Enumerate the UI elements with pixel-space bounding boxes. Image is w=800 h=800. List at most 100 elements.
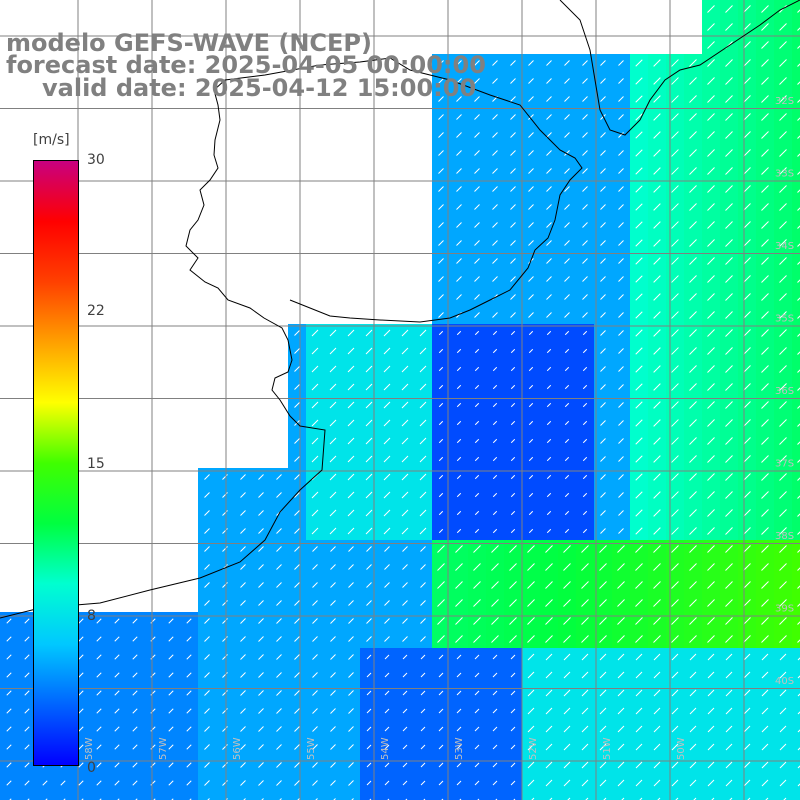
wind-arrow: [222, 600, 228, 606]
wind-arrow: [671, 185, 679, 193]
wind-arrow: [474, 312, 480, 318]
wind-arrow: [311, 383, 319, 391]
wind-arrow: [743, 293, 751, 301]
wind-arrow: [707, 635, 715, 643]
wind-arrow: [420, 546, 426, 552]
wind-arrow: [618, 528, 624, 534]
wind-arrow: [618, 114, 624, 120]
wind-arrow: [438, 780, 444, 786]
wind-arrow: [365, 527, 373, 535]
wind-arrow: [474, 708, 480, 714]
wind-cell: [666, 792, 684, 800]
wind-arrow: [743, 725, 751, 733]
wind-arrow: [761, 563, 769, 571]
wind-arrow: [725, 185, 733, 193]
lon-label: 50W: [676, 737, 687, 760]
wind-cell: [468, 792, 486, 800]
wind-arrow: [779, 185, 787, 193]
wind-arrow: [618, 96, 624, 102]
wind-arrow: [474, 132, 480, 138]
wind-arrow: [365, 473, 373, 481]
wind-cell: [792, 504, 800, 522]
wind-arrow: [294, 474, 300, 480]
wind-arrow: [312, 780, 318, 786]
wind-arrow: [581, 689, 589, 697]
wind-arrow: [492, 204, 498, 210]
wind-arrow: [222, 492, 228, 498]
wind-arrow: [510, 744, 516, 750]
wind-arrow: [707, 743, 715, 751]
wind-arrow: [582, 150, 588, 156]
wind-arrow: [707, 473, 715, 481]
wind-arrow: [582, 258, 588, 264]
wind-arrow: [600, 348, 606, 354]
lat-label: 34S: [775, 241, 794, 252]
wind-arrow: [564, 510, 570, 516]
wind-arrow: [258, 780, 264, 786]
wind-arrow: [779, 743, 787, 751]
wind-arrow: [653, 113, 661, 121]
wind-cell: [738, 792, 756, 800]
wind-arrow: [222, 582, 228, 588]
wind-arrow: [438, 204, 444, 210]
wind-arrow: [258, 618, 264, 624]
wind-arrow: [779, 401, 787, 409]
wind-arrow: [639, 797, 643, 800]
wind-arrow: [618, 150, 624, 156]
wind-arrow: [546, 312, 552, 318]
wind-arrow: [186, 726, 192, 732]
wind-arrow: [689, 473, 697, 481]
wind-arrow: [779, 563, 787, 571]
wind-cell: [576, 792, 594, 800]
wind-arrow: [491, 635, 499, 643]
wind-arrow: [635, 293, 643, 301]
wind-arrow: [797, 513, 800, 517]
wind-arrow: [600, 438, 606, 444]
wind-arrow: [438, 240, 444, 246]
wind-arrow: [725, 401, 733, 409]
wind-arrow: [653, 635, 661, 643]
wind-arrow: [474, 492, 480, 498]
wind-arrow: [725, 761, 733, 769]
wind-arrow: [797, 63, 800, 67]
wind-arrow: [455, 635, 463, 643]
wind-arrow: [492, 240, 498, 246]
wind-arrow: [747, 797, 751, 800]
wind-arrow: [797, 369, 800, 373]
wind-cell: [792, 144, 800, 162]
wind-arrow: [510, 708, 516, 714]
wind-arrow: [294, 438, 300, 444]
wind-arrow: [366, 744, 372, 750]
colorbar-tick-0: 0: [87, 760, 96, 776]
wind-arrow: [671, 167, 679, 175]
wind-arrow: [330, 582, 336, 588]
wind-arrow: [222, 744, 228, 750]
wind-arrow: [743, 635, 751, 643]
wind-arrow: [492, 366, 498, 372]
wind-arrow: [510, 258, 516, 264]
wind-arrow: [491, 545, 499, 553]
wind-arrow: [419, 437, 427, 445]
wind-arrow: [671, 743, 679, 751]
wind-arrow: [671, 473, 679, 481]
wind-cell: [270, 792, 288, 800]
wind-arrow: [474, 420, 480, 426]
wind-arrow: [743, 617, 751, 625]
wind-arrow: [564, 348, 570, 354]
wind-arrow: [312, 744, 318, 750]
wind-cell: [702, 792, 720, 800]
wind-cell: [414, 792, 432, 800]
wind-arrow: [114, 762, 120, 768]
wind-arrow: [311, 401, 319, 409]
wind-arrow: [761, 257, 769, 265]
wind-arrow: [671, 221, 679, 229]
wind-arrow: [258, 600, 264, 606]
wind-arrow: [671, 689, 679, 697]
wind-arrow: [635, 455, 643, 463]
wind-arrow: [546, 204, 552, 210]
wind-arrow: [78, 744, 84, 750]
wind-arrow: [707, 437, 715, 445]
wind-arrow: [725, 149, 733, 157]
lon-label: 56W: [232, 737, 243, 760]
